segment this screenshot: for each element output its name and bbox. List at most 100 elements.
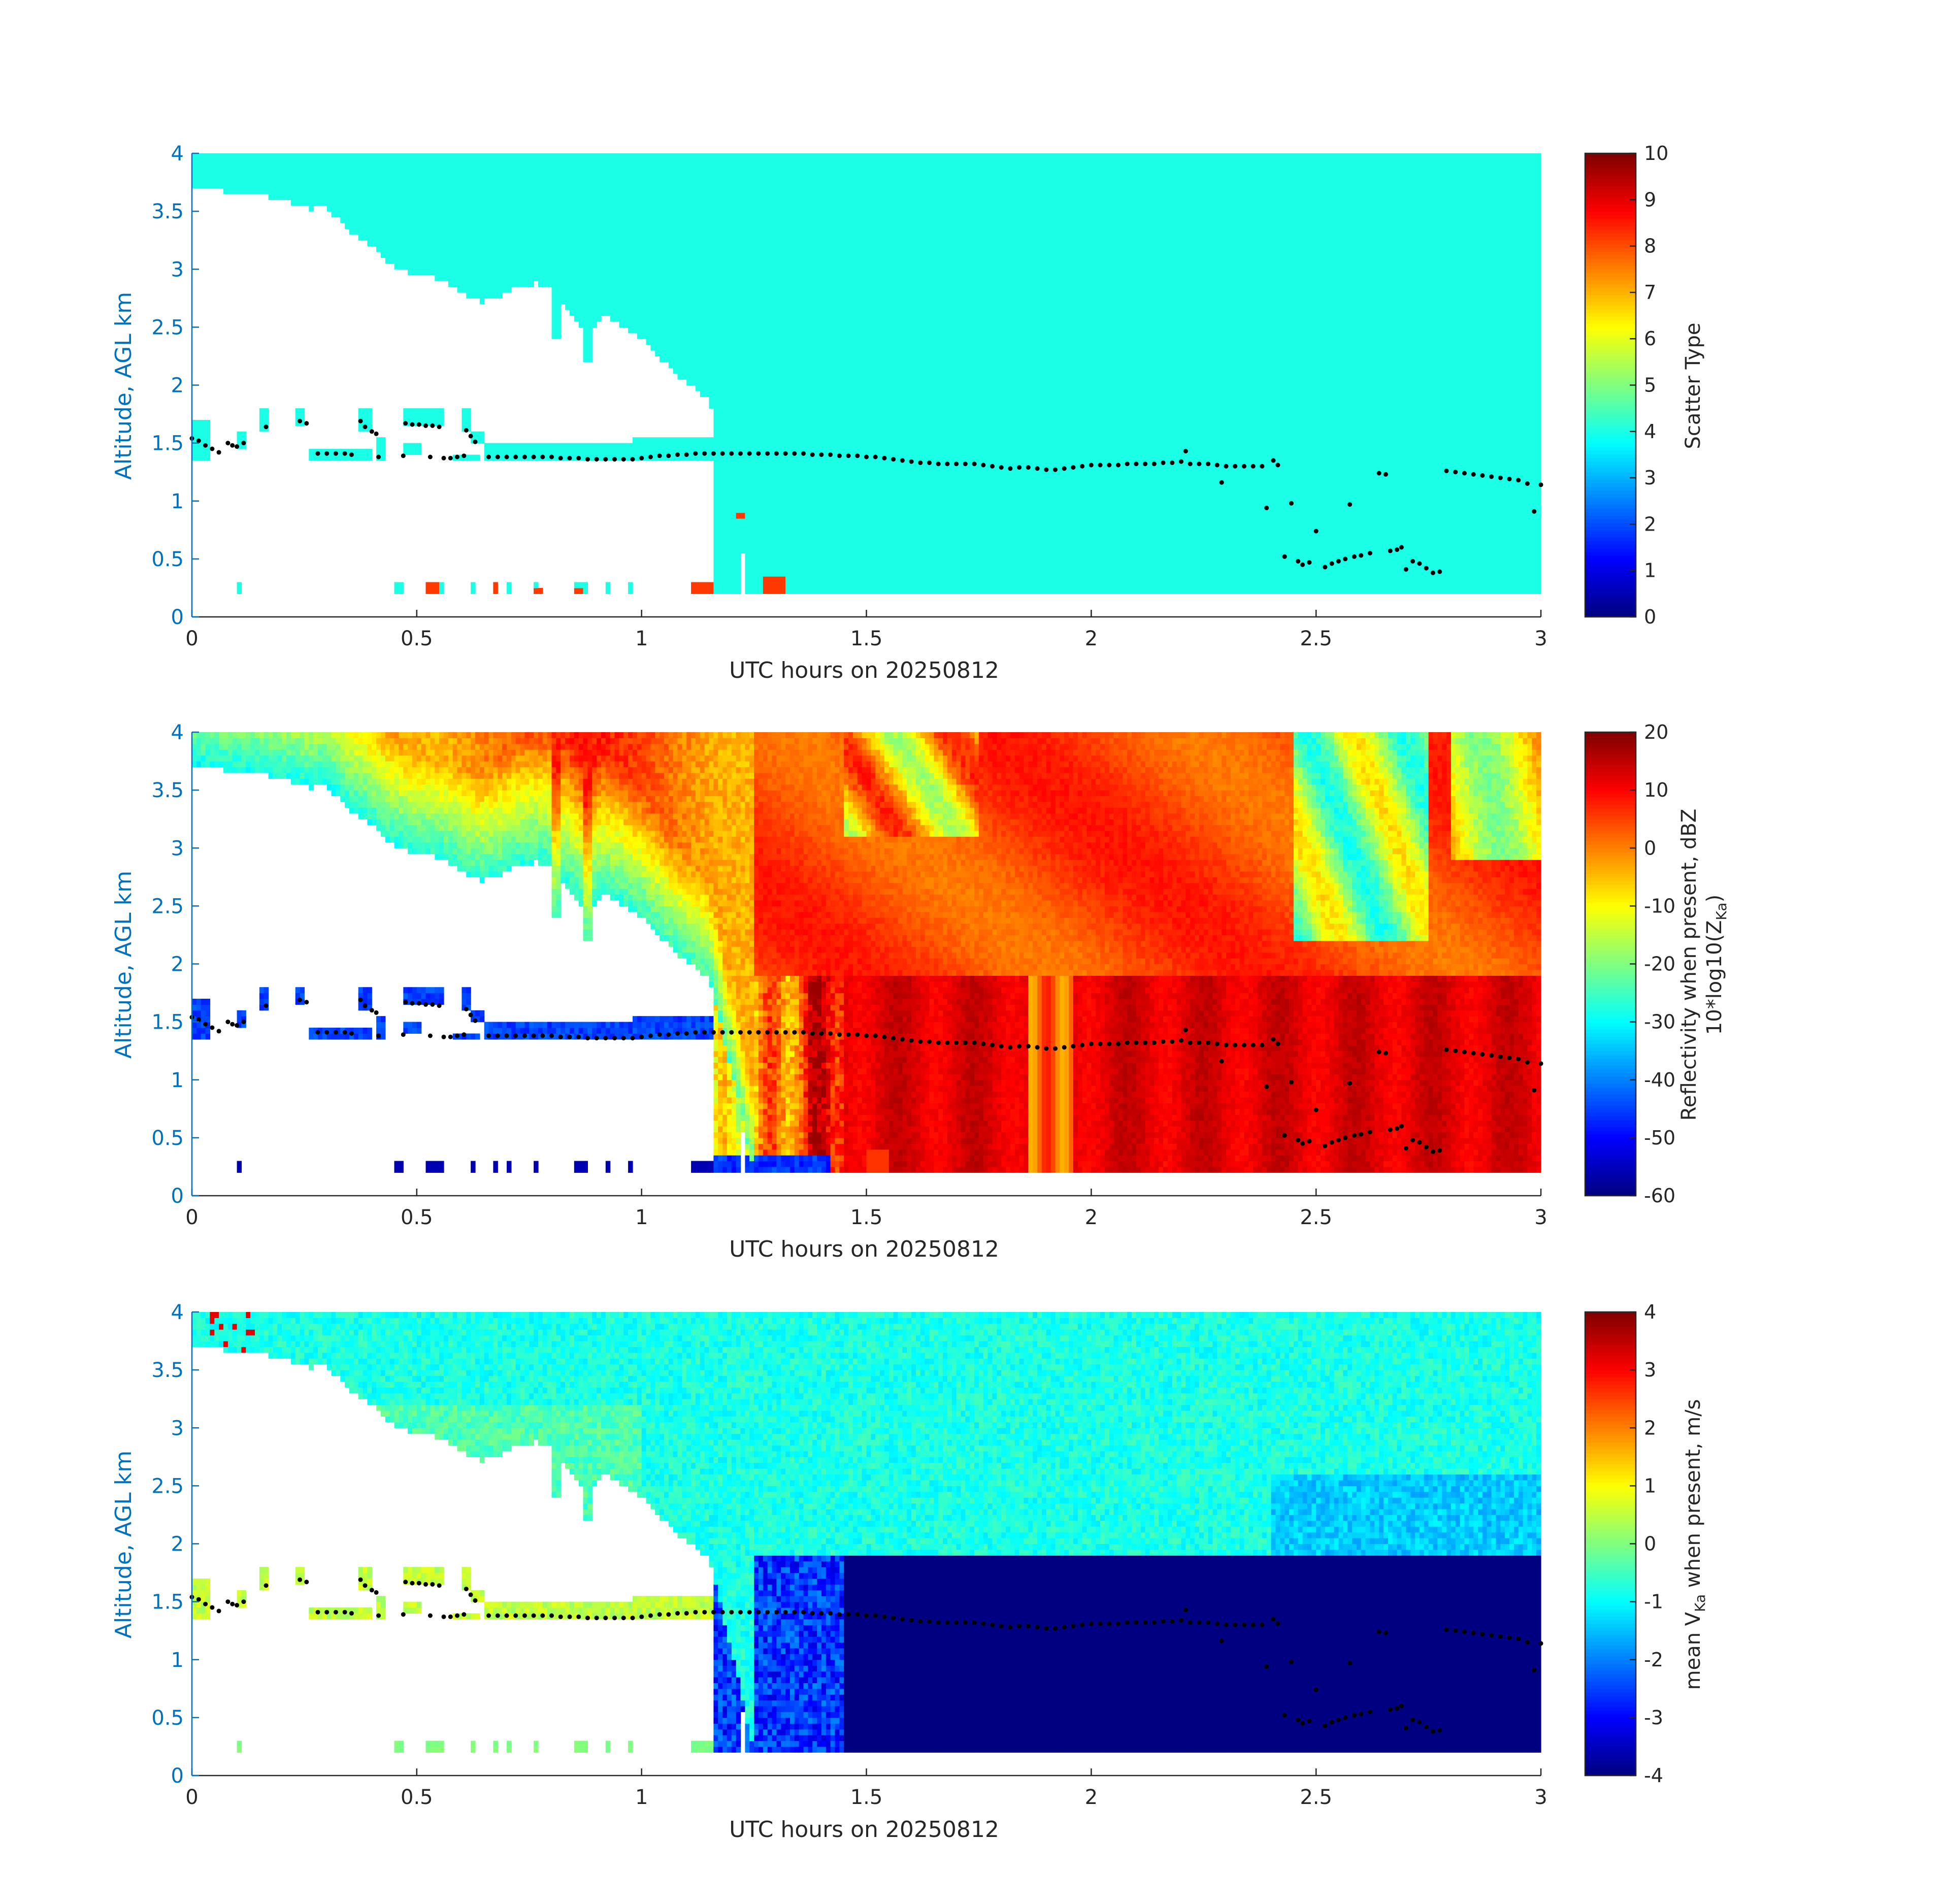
- cloud-base-marker: [648, 455, 653, 459]
- heatmap-cell: [552, 813, 557, 819]
- heatmap-cell: [642, 900, 647, 906]
- heatmap-cell: [781, 836, 786, 842]
- heatmap-cell: [673, 871, 678, 883]
- heatmap-cell: [736, 1022, 741, 1028]
- heatmap-cell: [686, 860, 692, 866]
- heatmap-cell: [678, 836, 683, 842]
- heatmap-cell: [736, 761, 741, 767]
- heatmap-cell: [781, 819, 786, 825]
- heatmap-cell: [250, 153, 255, 194]
- heatmap-cell: [574, 883, 579, 889]
- heatmap-cell: [763, 1109, 768, 1115]
- heatmap-cell: [579, 877, 584, 883]
- heatmap-cell: [772, 813, 777, 819]
- heatmap-cell: [682, 802, 687, 808]
- heatmap-cell: [471, 744, 476, 750]
- heatmap-cell: [349, 790, 354, 796]
- heatmap-cell: [650, 825, 655, 831]
- heatmap-cell: [678, 917, 683, 924]
- heatmap-cell: [705, 877, 710, 883]
- heatmap-cell: [718, 1004, 723, 1010]
- heatmap-cell: [1028, 153, 1033, 594]
- heatmap-cell: [601, 807, 606, 813]
- heatmap-cell: [363, 749, 368, 756]
- heatmap-cell: [192, 1022, 197, 1028]
- heatmap-cell: [597, 790, 602, 796]
- heatmap-cell: [623, 860, 629, 866]
- heatmap-cell: [201, 999, 206, 1005]
- heatmap-cell: [678, 813, 683, 819]
- heatmap-cell: [417, 1022, 422, 1028]
- heatmap-cell: [520, 825, 525, 831]
- heatmap-cell: [322, 767, 327, 773]
- heatmap-cell: [1213, 153, 1218, 594]
- heatmap-cell: [615, 761, 620, 767]
- heatmap-cell: [579, 807, 584, 813]
- heatmap-cell: [705, 970, 710, 976]
- heatmap-cell: [480, 854, 485, 860]
- cloud-base-marker: [464, 428, 469, 433]
- heatmap-cell: [538, 778, 543, 784]
- heatmap-cell: [291, 744, 296, 750]
- colorbar-swatch: [1585, 179, 1636, 183]
- heatmap-cell: [597, 819, 602, 825]
- cloud-base-marker: [810, 452, 815, 457]
- heatmap-cell: [781, 732, 786, 738]
- heatmap-cell: [421, 807, 426, 813]
- heatmap-cell: [722, 946, 728, 953]
- heatmap-cell: [457, 807, 463, 813]
- heatmap-cell: [650, 854, 655, 860]
- heatmap-cell: [574, 738, 579, 744]
- heatmap-cell: [776, 1004, 781, 1010]
- heatmap-cell: [660, 1016, 665, 1022]
- heatmap-cell: [529, 836, 534, 842]
- colorbar-swatch: [1585, 226, 1636, 230]
- heatmap-cell: [776, 1126, 781, 1132]
- heatmap-cell: [453, 790, 458, 796]
- heatmap-cell: [403, 732, 408, 738]
- heatmap-cell: [790, 1167, 795, 1173]
- heatmap-cell: [493, 744, 498, 750]
- heatmap-cell: [489, 744, 494, 750]
- heatmap-cell: [983, 153, 989, 594]
- heatmap-cell: [646, 842, 651, 848]
- heatmap-cell: [601, 825, 606, 831]
- heatmap-cell: [772, 1150, 777, 1156]
- heatmap-cell: [570, 883, 575, 889]
- heatmap-cell: [332, 773, 337, 779]
- heatmap-cell: [507, 767, 512, 773]
- heatmap-cell: [795, 749, 800, 756]
- heatmap-cell: [745, 848, 750, 854]
- heatmap-cell: [745, 912, 750, 918]
- heatmap-cell: [727, 744, 732, 750]
- heatmap-cell: [587, 929, 593, 935]
- heatmap-cell: [264, 738, 269, 744]
- heatmap-cell: [785, 1063, 791, 1069]
- heatmap-cell: [493, 738, 498, 744]
- heatmap-cell: [372, 813, 377, 819]
- heatmap-cell: [785, 877, 791, 883]
- heatmap-cell: [345, 761, 350, 767]
- heatmap-cell: [601, 813, 606, 819]
- heatmap-cell: [484, 738, 489, 744]
- heatmap-cell: [754, 975, 759, 981]
- heatmap-cell: [718, 1150, 723, 1156]
- heatmap-cell: [749, 1092, 754, 1098]
- heatmap-cell: [749, 883, 754, 889]
- heatmap-cell: [309, 749, 314, 756]
- heatmap-cell: [650, 767, 655, 773]
- heatmap-cell: [498, 836, 503, 842]
- heatmap-cell: [592, 802, 597, 808]
- heatmap-cell: [610, 802, 615, 808]
- heatmap-cell: [763, 981, 768, 988]
- heatmap-cell: [741, 1063, 746, 1069]
- heatmap-cell: [358, 987, 364, 993]
- heatmap-cell: [768, 1057, 773, 1063]
- heatmap-cell: [511, 854, 516, 860]
- heatmap-cell: [749, 778, 754, 784]
- heatmap-cell: [713, 900, 718, 906]
- heatmap-cell: [1069, 153, 1074, 594]
- heatmap-cell: [781, 981, 786, 988]
- heatmap-cell: [745, 1167, 750, 1173]
- heatmap-cell: [736, 848, 741, 854]
